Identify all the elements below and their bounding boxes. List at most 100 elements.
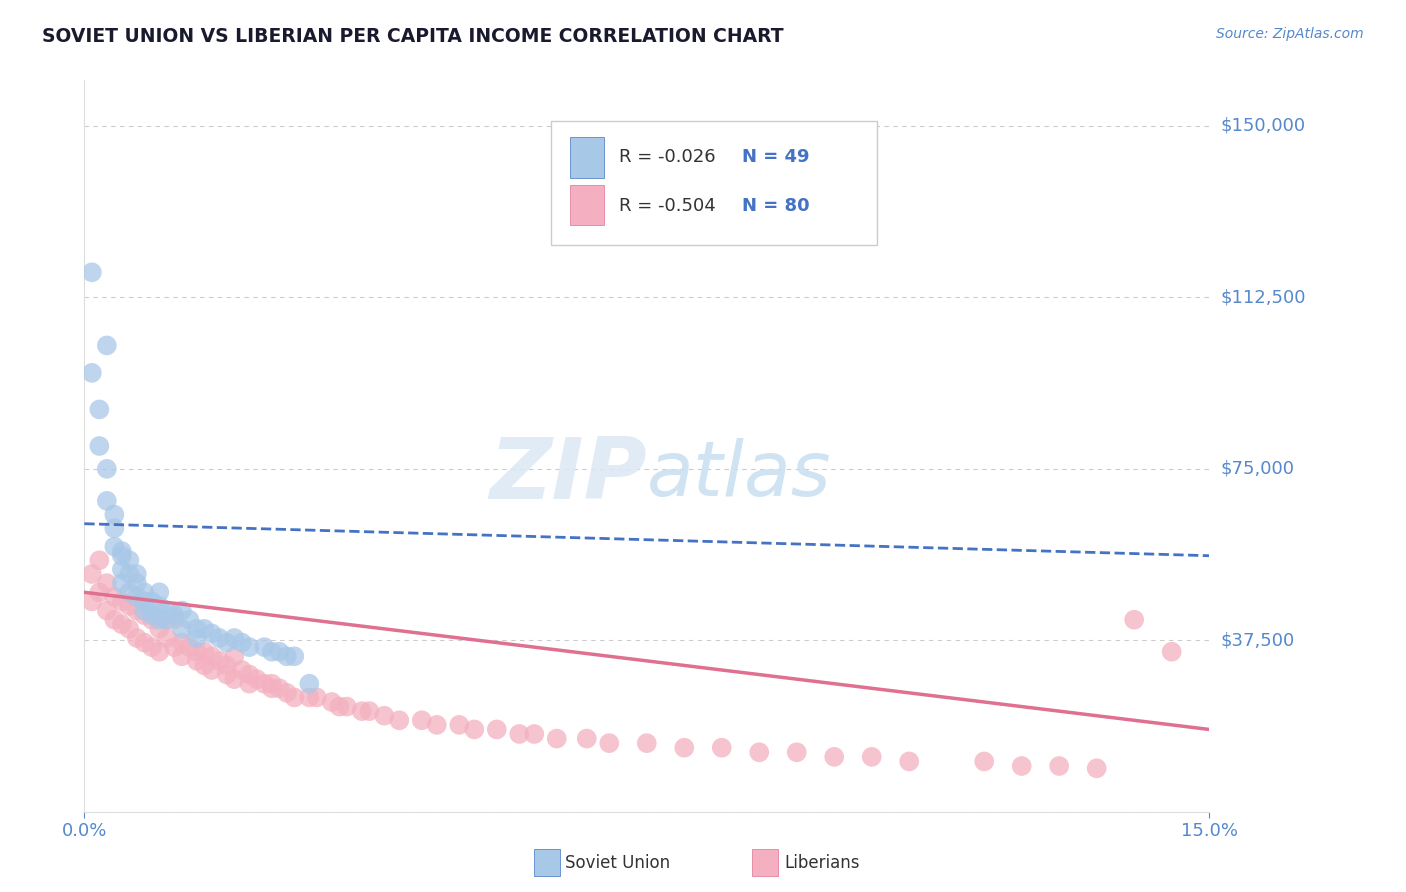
Point [215,667,238,681]
FancyBboxPatch shape [571,185,605,225]
Point [238,667,260,681]
Text: R = -0.026: R = -0.026 [619,148,716,166]
Point [96,338,118,352]
Point [673,740,696,755]
Point [186,622,208,636]
Point [276,686,298,700]
Point [141,608,163,623]
Point [179,613,201,627]
Point [215,635,238,649]
Point [449,718,471,732]
Point [134,608,156,623]
Point [186,631,208,645]
Point [96,462,118,476]
Text: $75,000: $75,000 [1220,460,1295,478]
Point [89,439,111,453]
Point [148,622,170,636]
Point [598,736,620,750]
Point [118,553,141,567]
Point [89,553,111,567]
Point [208,631,231,645]
Point [238,640,260,655]
Point [1160,645,1182,659]
Point [134,594,156,608]
Point [1085,761,1108,775]
Point [786,745,808,759]
Point [1011,759,1033,773]
Text: $37,500: $37,500 [1220,632,1295,649]
Point [388,714,411,728]
Point [80,594,103,608]
Point [193,658,215,673]
Point [111,594,134,608]
Text: ZIP: ZIP [489,434,647,516]
Point [575,731,598,746]
Point [125,631,148,645]
Point [485,723,508,737]
Point [276,649,298,664]
Point [253,640,276,655]
Point [283,649,305,664]
Point [231,663,253,677]
Point [111,576,134,591]
Text: R = -0.504: R = -0.504 [619,197,716,215]
Point [141,613,163,627]
Point [170,649,193,664]
Point [80,265,103,279]
Point [186,645,208,659]
Point [201,626,224,640]
Point [201,663,224,677]
Point [170,603,193,617]
Point [170,635,193,649]
Point [328,699,350,714]
Point [80,366,103,380]
Text: Soviet Union: Soviet Union [565,854,671,871]
Point [148,613,170,627]
Point [148,645,170,659]
Point [246,672,269,686]
Point [148,599,170,613]
Point [163,640,186,655]
Point [125,567,148,582]
Point [269,681,291,696]
FancyBboxPatch shape [571,137,605,178]
Point [111,617,134,632]
Point [179,640,201,655]
Point [321,695,343,709]
Point [224,649,246,664]
Point [231,635,253,649]
Point [125,603,148,617]
Point [260,645,283,659]
Point [141,594,163,608]
Text: SOVIET UNION VS LIBERIAN PER CAPITA INCOME CORRELATION CHART: SOVIET UNION VS LIBERIAN PER CAPITA INCO… [42,27,783,45]
Point [134,635,156,649]
Point [748,745,770,759]
Text: Liberians: Liberians [785,854,860,871]
Point [201,649,224,664]
Point [298,676,321,690]
Point [118,585,141,599]
Point [134,585,156,599]
Point [148,585,170,599]
Point [1123,613,1146,627]
Point [96,603,118,617]
Point [823,749,845,764]
Point [89,402,111,417]
Point [860,749,883,764]
Point [170,622,193,636]
Point [426,718,449,732]
Point [125,576,148,591]
Point [253,676,276,690]
Text: $112,500: $112,500 [1220,288,1306,307]
Point [973,755,995,769]
Point [224,672,246,686]
Text: N = 80: N = 80 [742,197,810,215]
Point [193,645,215,659]
Point [125,590,148,604]
Point [636,736,658,750]
Point [141,640,163,655]
Point [305,690,328,705]
Point [118,622,141,636]
Point [80,567,103,582]
Point [193,622,215,636]
